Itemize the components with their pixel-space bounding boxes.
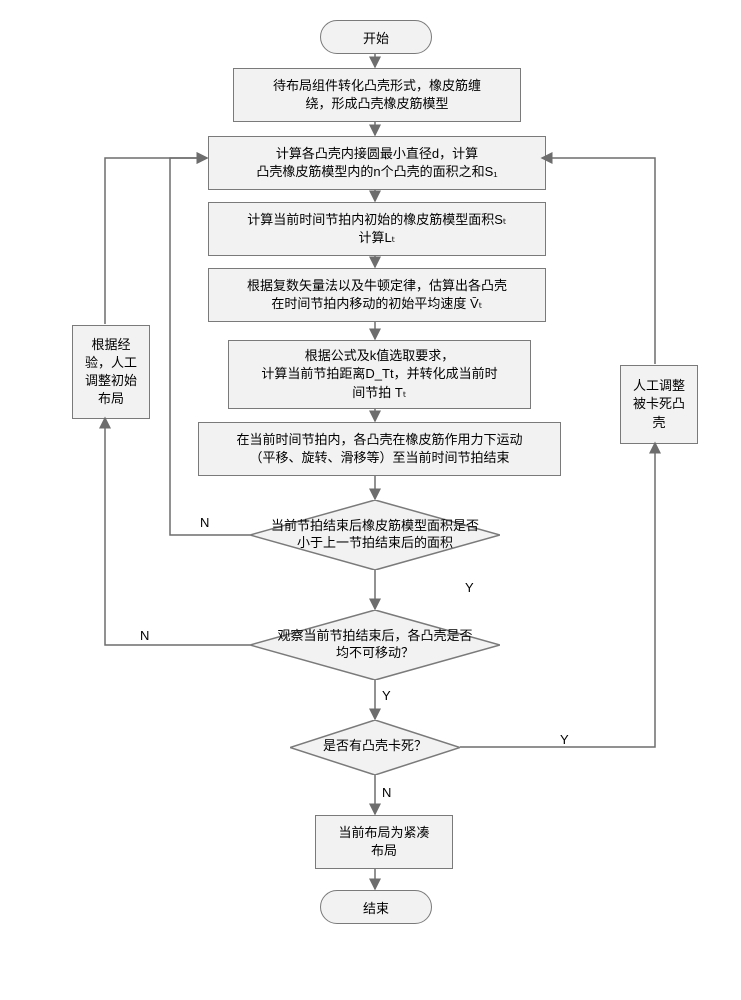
end-label: 结束 [363,898,389,917]
node-n2: 计算各凸壳内接圆最小直径d，计算 凸壳橡皮筋模型内的n个凸壳的面积之和S₁ [208,136,546,190]
right-label: 人工调整 被卡死凸 壳 [633,377,685,432]
label-d3-Y: Y [560,732,569,747]
end-node: 结束 [320,890,432,924]
label-d2-Y: Y [382,688,391,703]
node-n7: 当前布局为紧凑 布局 [315,815,453,869]
start-label: 开始 [363,28,389,47]
n5-label: 根据公式及k值选取要求， 计算当前节拍距离D_Tt，并转化成当前时 间节拍 Tₜ [261,347,497,402]
node-n5: 根据公式及k值选取要求， 计算当前节拍距离D_Tt，并转化成当前时 间节拍 Tₜ [228,340,531,409]
d1-label: 当前节拍结束后橡皮筋模型面积是否 小于上一节拍结束后的面积 [271,518,479,550]
node-n4: 根据复数矢量法以及牛顿定律，估算出各凸壳 在时间节拍内移动的初始平均速度 V̄ₜ [208,268,546,322]
n3-label: 计算当前时间节拍内初始的橡皮筋模型面积Sₜ 计算Lₜ [247,211,507,247]
n4-label: 根据复数矢量法以及牛顿定律，估算出各凸壳 在时间节拍内移动的初始平均速度 V̄ₜ [247,277,507,313]
n2-label: 计算各凸壳内接圆最小直径d，计算 凸壳橡皮筋模型内的n个凸壳的面积之和S₁ [256,145,497,181]
node-right: 人工调整 被卡死凸 壳 [620,365,698,444]
decision-d1: 当前节拍结束后橡皮筋模型面积是否 小于上一节拍结束后的面积 [250,500,500,570]
flowchart-container: 开始 待布局组件转化凸壳形式，橡皮筋缠 绕，形成凸壳橡皮筋模型 计算各凸壳内接圆… [20,20,720,980]
node-left: 根据经 验，人工 调整初始 布局 [72,325,150,419]
n6-label: 在当前时间节拍内，各凸壳在橡皮筋作用力下运动 （平移、旋转、滑移等）至当前时间节… [236,431,522,467]
label-d1-Y: Y [465,580,474,595]
decision-d2: 观察当前节拍结束后，各凸壳是否 均不可移动？ [250,610,500,680]
decision-d3: 是否有凸壳卡死？ [290,720,460,775]
n1-label: 待布局组件转化凸壳形式，橡皮筋缠 绕，形成凸壳橡皮筋模型 [273,77,481,113]
label-d1-N: N [200,515,209,530]
left-label: 根据经 验，人工 调整初始 布局 [85,336,137,409]
label-d2-N: N [140,628,149,643]
d2-label: 观察当前节拍结束后，各凸壳是否 均不可移动？ [277,628,472,660]
label-d3-N: N [382,785,391,800]
node-n3: 计算当前时间节拍内初始的橡皮筋模型面积Sₜ 计算Lₜ [208,202,546,256]
n7-label: 当前布局为紧凑 布局 [338,824,429,860]
node-n1: 待布局组件转化凸壳形式，橡皮筋缠 绕，形成凸壳橡皮筋模型 [233,68,521,122]
d3-label: 是否有凸壳卡死？ [323,738,427,753]
start-node: 开始 [320,20,432,54]
node-n6: 在当前时间节拍内，各凸壳在橡皮筋作用力下运动 （平移、旋转、滑移等）至当前时间节… [198,422,561,476]
